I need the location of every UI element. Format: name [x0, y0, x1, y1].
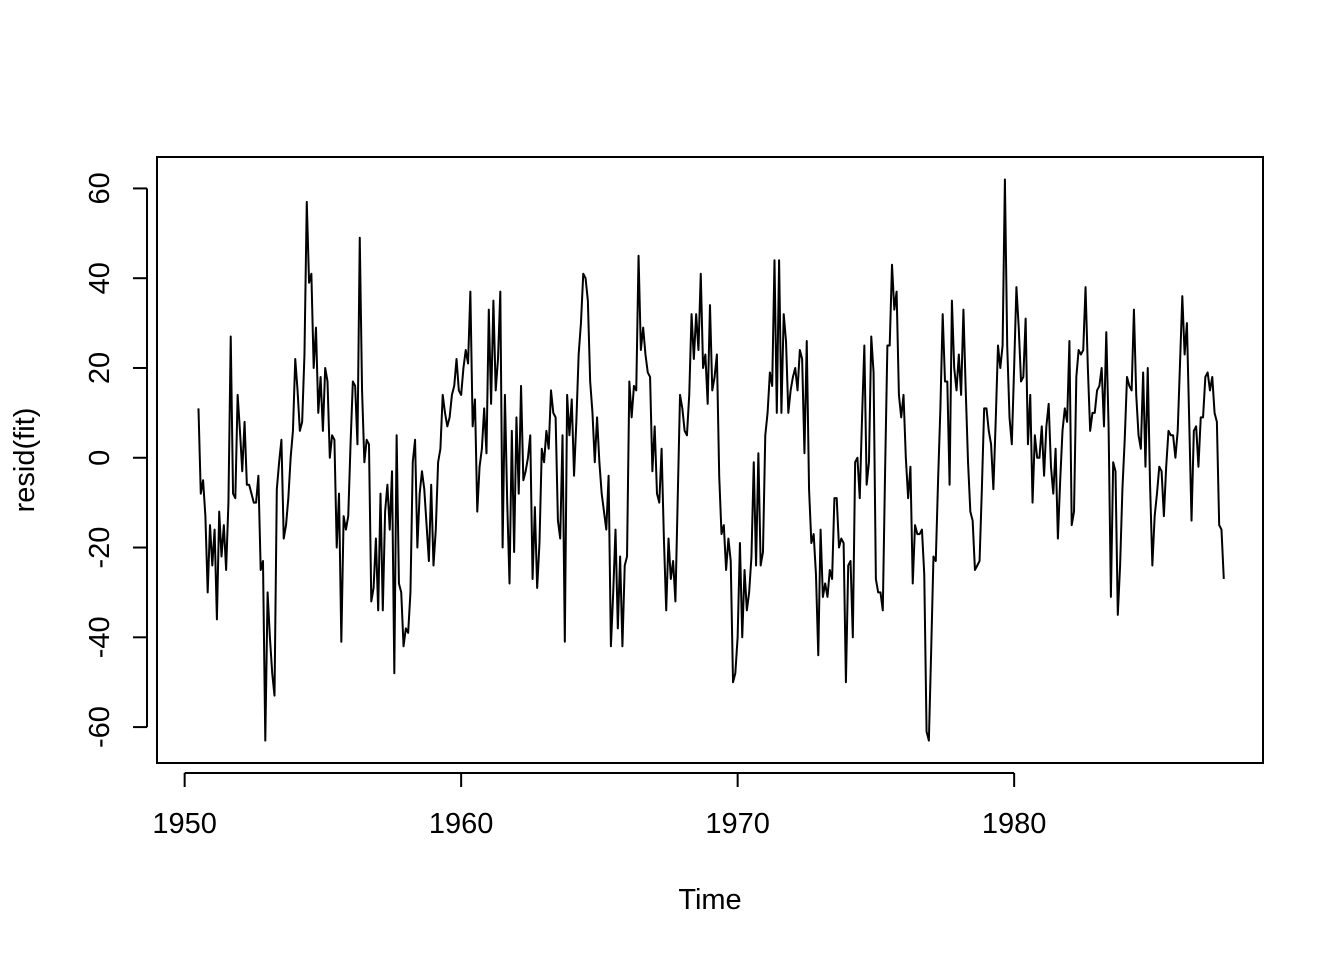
y-tick-label: -20	[84, 527, 116, 569]
x-axis-label: Time	[678, 884, 741, 916]
y-tick-label: -40	[84, 616, 116, 658]
x-axis: 1950 1960 1970 1980	[152, 772, 1047, 840]
x-tick-label: 1980	[982, 808, 1047, 840]
y-tick-label: -60	[84, 706, 116, 748]
x-tick-label: 1970	[705, 808, 770, 840]
y-axis: -60 -40 -20 0 20 40 60	[84, 172, 148, 748]
y-axis-label: resid(fit)	[9, 408, 41, 513]
x-tick-label: 1960	[429, 808, 494, 840]
y-tick-label: 40	[84, 262, 116, 294]
plot-frame	[156, 156, 1264, 764]
y-tick-label: 60	[84, 172, 116, 204]
y-tick-label: 0	[84, 450, 116, 466]
x-tick-label: 1950	[152, 808, 217, 840]
residual-series-line	[197, 178, 1225, 742]
y-tick-label: 20	[84, 352, 116, 384]
